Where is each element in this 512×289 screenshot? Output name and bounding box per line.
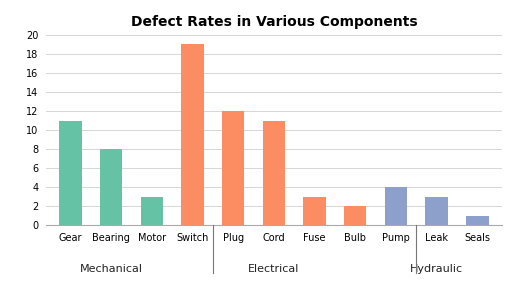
Bar bbox=[141, 197, 163, 225]
Bar bbox=[100, 149, 122, 225]
Bar bbox=[181, 44, 204, 225]
Bar bbox=[385, 187, 407, 225]
Text: Hydraulic: Hydraulic bbox=[410, 264, 463, 274]
Bar bbox=[466, 216, 488, 225]
Bar bbox=[304, 197, 326, 225]
Bar bbox=[59, 121, 82, 225]
Bar bbox=[344, 206, 367, 225]
Text: Electrical: Electrical bbox=[248, 264, 300, 274]
Bar bbox=[263, 121, 285, 225]
Title: Defect Rates in Various Components: Defect Rates in Various Components bbox=[131, 15, 417, 29]
Bar bbox=[425, 197, 448, 225]
Text: Mechanical: Mechanical bbox=[80, 264, 143, 274]
Bar bbox=[222, 111, 244, 225]
